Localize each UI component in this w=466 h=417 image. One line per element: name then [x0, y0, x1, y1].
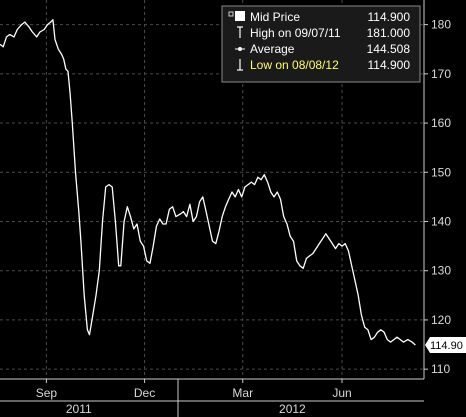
x-tick-label: Dec [134, 386, 155, 400]
y-tick-label: 120 [431, 313, 451, 327]
last-value-tag [425, 337, 466, 354]
y-tick-label: 170 [431, 67, 451, 81]
last-value-tag-group: 114.90 [425, 337, 466, 354]
year-label: 2012 [279, 402, 306, 416]
legend-label: Mid Price [250, 10, 300, 24]
square-icon [228, 11, 245, 21]
x-tick-label: Mar [232, 386, 253, 400]
legend-label: High on 09/07/11 [250, 26, 341, 40]
x-tick-label: Jun [332, 386, 351, 400]
y-tick-label: 180 [431, 18, 451, 32]
legend-value: 114.900 [368, 10, 411, 24]
y-tick-label: 130 [431, 264, 451, 278]
y-tick-label: 140 [431, 214, 451, 228]
average-marker-dot [238, 47, 242, 51]
legend: Mid Price 114.900 High on 09/07/11 181.000 A… [221, 5, 421, 83]
average-marker-icon [235, 47, 245, 51]
year-label: 2011 [66, 402, 92, 416]
legend-swatch [235, 11, 245, 21]
legend-value: 181.000 [367, 26, 411, 40]
y-tick-label: 110 [431, 362, 450, 376]
x-tick-label: Sep [36, 386, 58, 400]
legend-label: Average [250, 42, 295, 56]
legend-label: Low on 08/08/12 [250, 58, 339, 72]
legend-value: 144.508 [367, 42, 411, 56]
low-marker-icon [237, 59, 243, 71]
last-value-tag-label: 114.90 [430, 340, 463, 352]
y-tick-label: 150 [431, 165, 451, 179]
legend-value: 114.900 [368, 58, 411, 72]
price-line [0, 19, 416, 346]
legend-box [221, 5, 421, 83]
high-marker-icon [237, 26, 243, 38]
grid-lines [0, 0, 424, 379]
y-tick-label: 160 [431, 116, 451, 130]
axes: 110 120 130 140 150 160 170 180 Sep Dec Mar Jun 2011… [0, 0, 451, 417]
series-layer [0, 19, 416, 346]
legend-expand-box [228, 11, 234, 17]
